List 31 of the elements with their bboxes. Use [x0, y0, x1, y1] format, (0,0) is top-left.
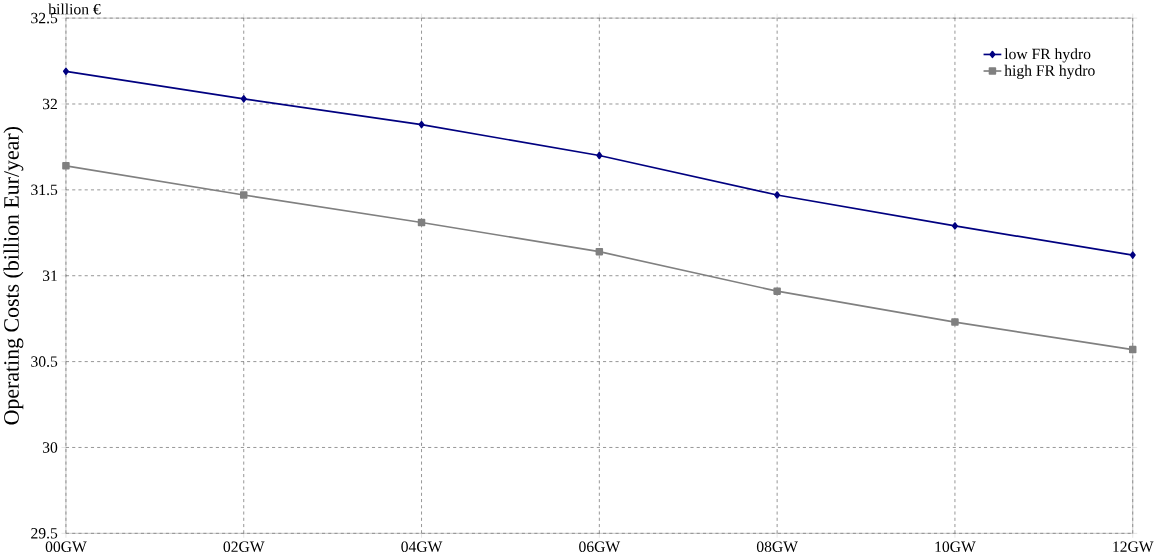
y-tick-label: 31 — [42, 270, 57, 282]
point — [596, 151, 603, 160]
x-tick-label: 02GW — [223, 541, 265, 553]
x-tick-label: 12GW — [1113, 541, 1154, 553]
point — [595, 248, 604, 256]
point — [240, 95, 247, 103]
point — [773, 287, 781, 296]
point — [1129, 251, 1136, 260]
y-tick-label: 31.5 — [31, 184, 58, 196]
y-tick-label: 32.5 — [31, 13, 58, 24]
y-tick-label: 29.5 — [31, 528, 58, 539]
y-axis-title: Operating Costs (billion Eur/year) — [3, 127, 24, 425]
point — [951, 318, 959, 327]
point — [774, 191, 781, 199]
x-tick-label: 00GW — [45, 541, 87, 553]
x-tick-label: 06GW — [579, 541, 621, 553]
point — [239, 191, 248, 199]
point — [418, 121, 425, 129]
point — [1128, 346, 1137, 354]
legend-label: high FR hydro — [1004, 65, 1095, 80]
x-tick-label: 04GW — [401, 541, 443, 553]
legend-label: low FR hydro — [1004, 48, 1091, 63]
point — [417, 218, 426, 227]
y-tick-label: 30 — [42, 442, 58, 453]
point — [951, 222, 958, 230]
x-tick-label: 10GW — [935, 541, 976, 553]
point — [62, 162, 70, 170]
x-tick-label: 08GW — [756, 541, 798, 553]
point — [62, 67, 69, 76]
y-tick-label: 32 — [42, 98, 57, 110]
y-tick-label: 30.5 — [31, 356, 58, 368]
